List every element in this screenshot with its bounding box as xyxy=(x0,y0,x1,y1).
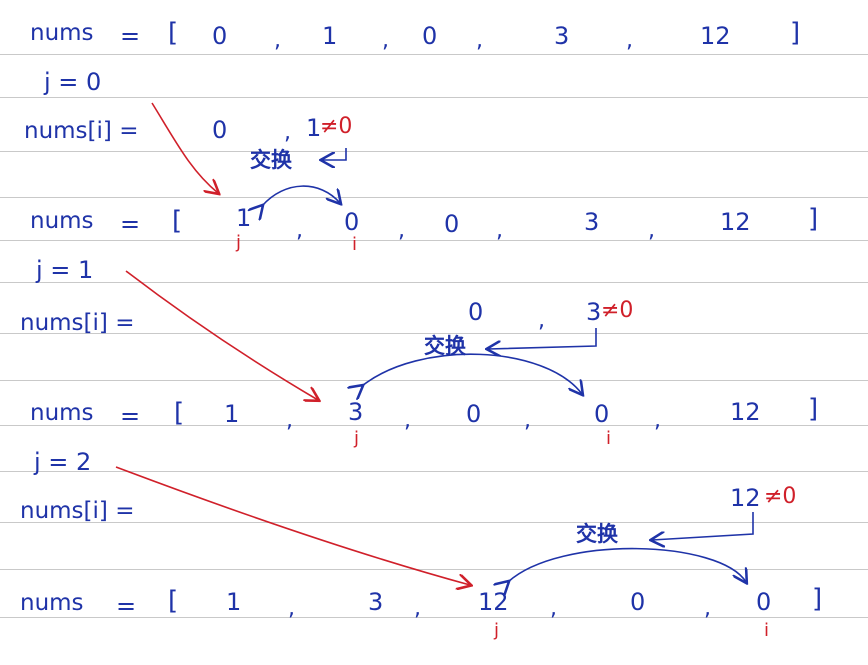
not-zero-check: ≠0 xyxy=(601,298,634,323)
close-bracket: ] xyxy=(808,204,819,234)
comma: , xyxy=(648,218,655,243)
swap-label: 交换 xyxy=(250,148,292,172)
compare-right-value: 1 xyxy=(306,114,322,142)
ruled-line xyxy=(0,522,868,523)
array-value: 12 xyxy=(730,398,761,426)
ruled-line xyxy=(0,617,868,618)
array-value: 12 xyxy=(700,22,731,50)
nums-i-label: nums[i] = xyxy=(20,310,135,336)
compare-right-value: 12 xyxy=(730,484,761,512)
compare-right-value: 3 xyxy=(586,298,602,326)
not-zero-check: ≠0 xyxy=(320,114,353,139)
j-pointer: j xyxy=(494,620,500,641)
comma: , xyxy=(476,28,483,53)
comma: , xyxy=(286,408,293,433)
comma: , xyxy=(654,408,661,433)
array-value: 0 xyxy=(756,588,772,616)
comma: , xyxy=(496,218,503,243)
nums-label: nums xyxy=(30,208,94,234)
array-value: 3 xyxy=(348,398,364,426)
j-assignment: j = 1 xyxy=(36,256,94,284)
swap-hook-2 xyxy=(488,328,597,349)
array-value: 1 xyxy=(236,204,252,232)
array-value: 0 xyxy=(344,208,360,236)
nums-label: nums xyxy=(30,20,94,46)
swap-arc-3 xyxy=(508,547,746,582)
comma: , xyxy=(398,218,405,243)
swap-arc-1 xyxy=(262,185,340,206)
close-bracket: ] xyxy=(790,18,801,48)
array-value: 0 xyxy=(444,210,460,238)
array-value: 0 xyxy=(422,22,438,50)
swap-arc-2 xyxy=(362,353,582,394)
comma: , xyxy=(704,596,711,621)
nums-label: nums xyxy=(30,400,94,426)
equals-sign: = xyxy=(116,592,137,620)
flow-arrow-3 xyxy=(115,466,470,585)
open-bracket: [ xyxy=(174,398,185,428)
j-assignment: j = 2 xyxy=(34,448,92,476)
comma: , xyxy=(524,408,531,433)
equals-sign: = xyxy=(120,22,141,50)
ruled-line xyxy=(0,54,868,55)
ruled-line xyxy=(0,151,868,152)
swap-label: 交换 xyxy=(424,334,466,358)
array-value: 3 xyxy=(584,208,600,236)
array-value: 0 xyxy=(212,22,228,50)
flow-arrow-2 xyxy=(125,270,318,400)
array-value: 0 xyxy=(594,400,610,428)
comma: , xyxy=(538,308,545,333)
ruled-line xyxy=(0,240,868,241)
comma: , xyxy=(550,596,557,621)
array-value: 12 xyxy=(478,588,509,616)
ruled-line xyxy=(0,333,868,334)
ruled-line xyxy=(0,569,868,570)
array-value: 0 xyxy=(466,400,482,428)
swap-hook-3 xyxy=(652,512,754,540)
swap-hook-1 xyxy=(322,148,347,160)
comma: , xyxy=(296,218,303,243)
i-pointer: i xyxy=(352,234,358,255)
array-value: 1 xyxy=(322,22,338,50)
comma: , xyxy=(288,596,295,621)
i-pointer: i xyxy=(764,620,770,641)
comma: , xyxy=(404,408,411,433)
compare-left-value: 0 xyxy=(468,298,484,326)
array-value: 1 xyxy=(224,400,240,428)
comma: , xyxy=(626,28,633,53)
swap-label: 交换 xyxy=(576,522,618,546)
equals-sign: = xyxy=(120,210,141,238)
j-pointer: j xyxy=(354,428,360,449)
j-assignment: j = 0 xyxy=(44,68,102,96)
open-bracket: [ xyxy=(168,18,179,48)
comma: , xyxy=(382,28,389,53)
ruled-line xyxy=(0,197,868,198)
array-value: 12 xyxy=(720,208,751,236)
ruled-line xyxy=(0,282,868,283)
array-value: 0 xyxy=(630,588,646,616)
array-value: 3 xyxy=(368,588,384,616)
open-bracket: [ xyxy=(172,206,183,236)
close-bracket: ] xyxy=(808,394,819,424)
array-value: 3 xyxy=(554,22,570,50)
j-pointer: j xyxy=(236,232,242,253)
nums-i-label: nums[i] = xyxy=(24,118,139,144)
ruled-line xyxy=(0,97,868,98)
array-value: 1 xyxy=(226,588,242,616)
not-zero-check: ≠0 xyxy=(764,484,797,509)
close-bracket: ] xyxy=(812,584,823,614)
comma: , xyxy=(414,596,421,621)
nums-i-label: nums[i] = xyxy=(20,498,135,524)
nums-label: nums xyxy=(20,590,84,616)
ruled-line xyxy=(0,471,868,472)
open-bracket: [ xyxy=(168,586,179,616)
flow-arrow-1 xyxy=(151,102,218,193)
comma: , xyxy=(274,28,281,53)
ruled-line xyxy=(0,425,868,426)
i-pointer: i xyxy=(606,428,612,449)
compare-left-value: 0 xyxy=(212,116,228,144)
comma: , xyxy=(284,120,291,145)
equals-sign: = xyxy=(120,402,141,430)
